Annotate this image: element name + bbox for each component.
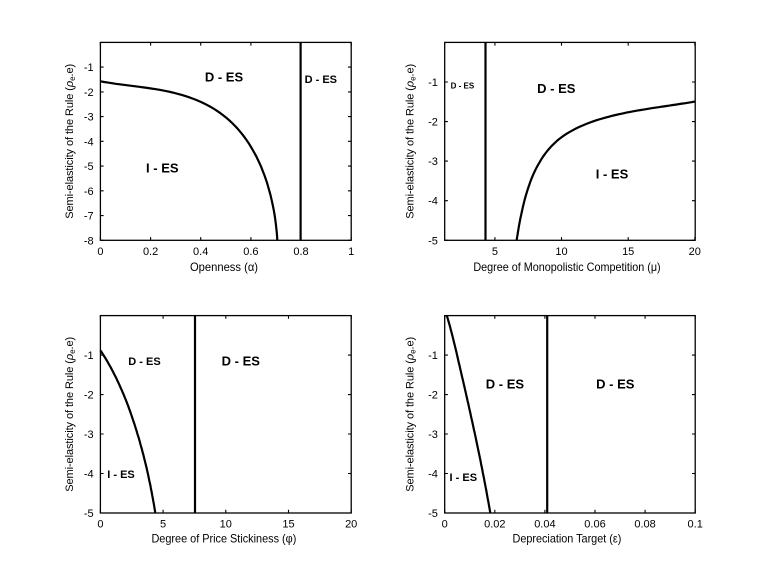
svg-text:10: 10 bbox=[555, 246, 567, 258]
svg-text:D - ES: D - ES bbox=[222, 353, 261, 368]
svg-text:-5: -5 bbox=[428, 235, 438, 247]
svg-text:-5: -5 bbox=[428, 508, 438, 520]
svg-text:0.06: 0.06 bbox=[584, 519, 605, 531]
svg-text:Semi-elasticity of the Rule (: Semi-elasticity of the Rule (ρe.e) bbox=[405, 337, 418, 492]
svg-text:D - ES: D - ES bbox=[128, 356, 160, 368]
svg-text:Openness (α): Openness (α) bbox=[190, 260, 258, 274]
svg-text:-8: -8 bbox=[84, 235, 94, 247]
svg-text:-2: -2 bbox=[428, 117, 438, 129]
svg-text:-4: -4 bbox=[428, 196, 438, 208]
svg-text:0: 0 bbox=[442, 519, 448, 531]
svg-text:D - ES: D - ES bbox=[537, 81, 576, 96]
svg-text:Semi-elasticity of the Rule (: Semi-elasticity of the Rule (ρe.e) bbox=[405, 64, 418, 219]
svg-text:D - ES: D - ES bbox=[486, 376, 525, 391]
svg-text:0: 0 bbox=[97, 246, 103, 258]
svg-text:5: 5 bbox=[160, 519, 166, 531]
svg-text:1: 1 bbox=[348, 246, 354, 258]
svg-text:-4: -4 bbox=[84, 469, 94, 481]
svg-text:-3: -3 bbox=[428, 429, 438, 441]
svg-text:20: 20 bbox=[345, 519, 357, 531]
svg-text:-1: -1 bbox=[428, 77, 438, 89]
svg-text:I - ES: I - ES bbox=[146, 160, 179, 175]
svg-text:-3: -3 bbox=[84, 429, 94, 441]
svg-text:0.6: 0.6 bbox=[243, 246, 258, 258]
svg-text:10: 10 bbox=[220, 519, 232, 531]
svg-text:-6: -6 bbox=[84, 186, 94, 198]
svg-text:0.08: 0.08 bbox=[634, 519, 655, 531]
svg-text:0.1: 0.1 bbox=[688, 519, 703, 531]
svg-text:-2: -2 bbox=[84, 390, 94, 402]
svg-text:-3: -3 bbox=[84, 112, 94, 124]
svg-text:-5: -5 bbox=[84, 161, 94, 173]
svg-text:-5: -5 bbox=[84, 508, 94, 520]
svg-text:20: 20 bbox=[689, 246, 701, 258]
svg-text:-3: -3 bbox=[428, 156, 438, 168]
svg-text:0.8: 0.8 bbox=[293, 246, 308, 258]
svg-text:Depreciation Target (ε): Depreciation Target (ε) bbox=[513, 531, 622, 545]
svg-text:15: 15 bbox=[282, 519, 294, 531]
svg-text:Semi-elasticity of the Rule (: Semi-elasticity of the Rule (ρe.e) bbox=[64, 64, 77, 219]
svg-text:-2: -2 bbox=[84, 87, 94, 99]
svg-text:-1: -1 bbox=[428, 350, 438, 362]
svg-text:0.04: 0.04 bbox=[534, 519, 555, 531]
svg-text:D - ES: D - ES bbox=[596, 376, 635, 391]
svg-text:0.2: 0.2 bbox=[143, 246, 158, 258]
svg-text:D - ES: D - ES bbox=[305, 74, 337, 86]
svg-text:5: 5 bbox=[492, 246, 498, 258]
svg-text:15: 15 bbox=[622, 246, 634, 258]
svg-text:-2: -2 bbox=[428, 390, 438, 402]
svg-text:-1: -1 bbox=[84, 62, 94, 74]
svg-text:-4: -4 bbox=[428, 469, 438, 481]
svg-text:-4: -4 bbox=[84, 136, 94, 148]
svg-text:-1: -1 bbox=[84, 350, 94, 362]
svg-text:Semi-elasticity of the Rule (: Semi-elasticity of the Rule (ρe.e) bbox=[64, 337, 77, 492]
svg-text:D - ES: D - ES bbox=[451, 82, 475, 91]
svg-text:Degree of Price Stickiness (φ): Degree of Price Stickiness (φ) bbox=[151, 531, 296, 545]
svg-text:0.02: 0.02 bbox=[484, 519, 505, 531]
svg-text:Degree of Monopolistic Competi: Degree of Monopolistic Competition (μ) bbox=[473, 260, 660, 274]
svg-text:-7: -7 bbox=[84, 211, 94, 223]
svg-text:I - ES: I - ES bbox=[450, 472, 478, 484]
svg-text:0.4: 0.4 bbox=[193, 246, 208, 258]
svg-text:I - ES: I - ES bbox=[596, 167, 629, 182]
svg-text:D - ES: D - ES bbox=[205, 70, 244, 85]
svg-text:I - ES: I - ES bbox=[107, 469, 135, 481]
svg-text:0: 0 bbox=[97, 519, 103, 531]
